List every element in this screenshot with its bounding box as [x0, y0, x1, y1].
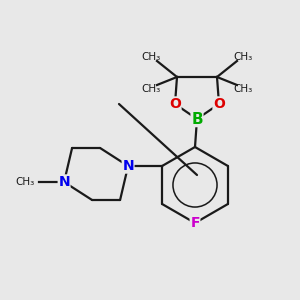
Text: CH₃: CH₃ [141, 52, 160, 62]
Text: CH₃: CH₃ [16, 177, 35, 187]
Text: B: B [191, 112, 203, 127]
Text: CH₃: CH₃ [141, 84, 160, 94]
Text: O: O [213, 97, 225, 111]
Text: N: N [58, 175, 70, 189]
Text: CH₃: CH₃ [233, 84, 253, 94]
Text: N: N [122, 159, 134, 173]
Text: CH₃: CH₃ [233, 52, 253, 62]
Text: F: F [190, 216, 200, 230]
Text: O: O [169, 97, 181, 111]
